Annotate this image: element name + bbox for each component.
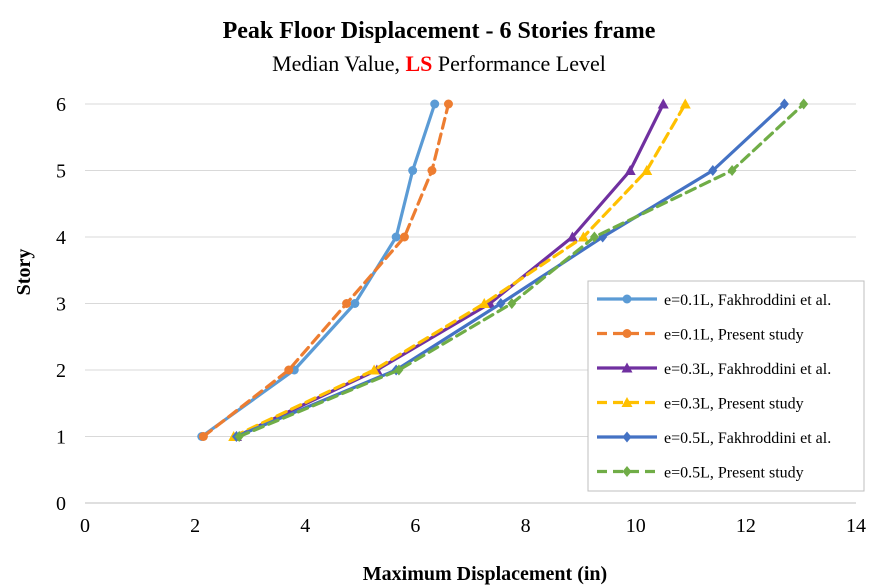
data-point [507,298,517,309]
data-point [443,99,453,109]
data-point [399,232,409,242]
x-tick-label: 10 [626,515,646,537]
legend-label: e=0.3L, Fakhroddini et al. [664,361,831,378]
y-axis-label: Story [13,249,35,296]
data-point [679,98,691,109]
subtitle-highlight: LS [406,51,433,76]
legend-marker [622,329,632,338]
legend-label: e=0.5L, Present study [664,465,804,482]
data-point [284,365,294,375]
x-tick-label: 6 [410,515,420,537]
y-tick-label: 1 [56,427,66,449]
data-point [408,166,418,175]
data-point [708,165,718,176]
data-point [589,231,599,243]
legend-marker [622,431,632,443]
data-point [577,231,589,242]
data-point [727,165,737,176]
x-tick-labels: 0 2 4 6 8 10 12 14 [80,515,866,537]
x-tick-label: 14 [846,515,866,537]
data-point [566,231,578,242]
data-point [624,165,636,175]
legend-marker [622,466,632,477]
data-point [496,298,506,309]
legend-item: e=0.3L, Present study [597,396,804,413]
chart-subtitle: Median Value, LS Performance Level [272,51,606,76]
y-tick-label: 4 [56,227,66,249]
y-tick-label: 2 [56,360,66,382]
legend-item: e=0.1L, Present study [597,327,804,344]
series-line [201,102,451,439]
data-point [234,431,244,442]
legend-label: e=0.1L, Present study [664,327,804,344]
y-tick-label: 6 [56,94,66,116]
grid-layer [85,103,856,504]
x-axis-label: Maximum Displacement (in) [363,563,607,585]
series-line [237,102,806,439]
data-point [779,98,789,110]
legend-marker [621,362,633,373]
series-4 [228,98,691,441]
x-tick-label: 0 [80,515,90,537]
legend-item: e=0.1L, Fakhroddini et al. [597,292,831,309]
subtitle-suffix: Performance Level [432,51,605,76]
legend-label: e=0.5L, Fakhroddini et al. [664,430,831,447]
legend-label: e=0.1L, Fakhroddini et al. [664,292,831,309]
legend-item: e=0.5L, Fakhroddini et al. [597,430,831,447]
data-point [799,98,809,110]
y-tick-label: 3 [56,294,66,316]
data-point [427,166,437,175]
subtitle-prefix: Median Value, [272,51,405,76]
y-tick-label: 0 [56,493,66,515]
series-layer [197,98,809,442]
legend-item: e=0.3L, Fakhroddini et al. [597,361,831,378]
x-tick-label: 2 [190,515,200,537]
data-point [430,99,440,109]
data-point [394,364,404,376]
series-2 [198,99,453,441]
legend-box [587,280,865,492]
x-tick-label: 12 [736,515,756,537]
data-point [198,432,208,441]
data-point [368,364,380,375]
series-6 [234,98,809,442]
series-line [200,102,437,439]
chart-title: Peak Floor Displacement - 6 Stories fram… [223,18,656,44]
data-point [391,232,401,242]
data-point [641,165,653,175]
data-point [350,299,360,308]
series-line [232,102,687,439]
legend-marker [622,294,632,304]
legend-label: e=0.3L, Present study [664,396,804,413]
legend-item: e=0.5L, Present study [597,465,804,482]
data-point [657,98,669,109]
legend: e=0.1L, Fakhroddini et al. e=0.1L, Presen… [587,280,865,492]
series-1 [197,99,440,441]
y-tick-labels: 0 1 2 3 4 5 6 [56,94,66,515]
y-tick-label: 5 [56,161,66,183]
x-tick-label: 4 [300,515,310,537]
x-tick-label: 8 [521,515,531,537]
data-point [342,299,352,308]
legend-marker [621,397,633,407]
data-point [478,298,490,308]
